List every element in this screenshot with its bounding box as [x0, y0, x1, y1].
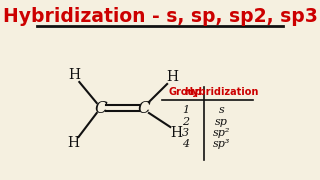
Text: Group: Group: [169, 87, 202, 97]
Text: s: s: [219, 105, 225, 115]
Text: H: H: [67, 136, 79, 150]
Text: Hybridization - s, sp, sp2, sp3: Hybridization - s, sp, sp2, sp3: [3, 6, 317, 26]
Text: C: C: [138, 100, 150, 116]
Text: H: H: [166, 70, 178, 84]
Text: sp²: sp²: [213, 128, 230, 138]
Text: 2: 2: [182, 117, 189, 127]
Text: sp: sp: [215, 117, 228, 127]
Text: C: C: [94, 100, 107, 116]
Text: H: H: [68, 68, 81, 82]
Text: Hybridization: Hybridization: [185, 87, 259, 97]
Text: 4: 4: [182, 139, 189, 149]
Text: 1: 1: [182, 105, 189, 115]
Text: 3: 3: [182, 128, 189, 138]
Text: sp³: sp³: [213, 139, 230, 149]
Text: H: H: [170, 126, 182, 140]
